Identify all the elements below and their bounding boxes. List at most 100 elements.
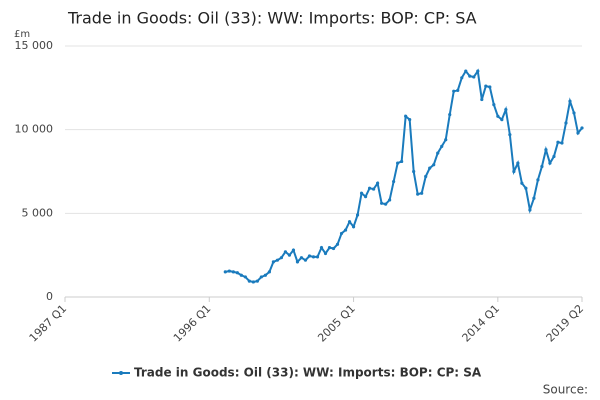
marker bbox=[223, 270, 227, 274]
marker bbox=[436, 151, 440, 155]
marker bbox=[287, 253, 292, 257]
marker bbox=[500, 118, 504, 122]
marker bbox=[339, 231, 344, 236]
marker bbox=[335, 242, 340, 246]
marker bbox=[331, 246, 336, 251]
marker bbox=[259, 275, 263, 279]
marker bbox=[452, 89, 456, 93]
marker bbox=[388, 198, 392, 202]
marker bbox=[576, 131, 580, 135]
marker bbox=[520, 181, 524, 185]
marker bbox=[311, 255, 316, 259]
marker bbox=[295, 260, 300, 264]
marker bbox=[460, 76, 464, 80]
marker bbox=[351, 225, 356, 229]
x-tick-label: 1996 Q1 bbox=[171, 302, 214, 345]
legend-marker bbox=[119, 371, 123, 375]
y-unit: £m bbox=[14, 29, 30, 40]
marker bbox=[420, 191, 424, 195]
marker bbox=[428, 166, 432, 170]
marker bbox=[560, 141, 564, 145]
line bbox=[225, 68, 583, 283]
marker bbox=[347, 220, 352, 224]
marker bbox=[384, 202, 388, 206]
marker bbox=[440, 144, 444, 148]
marker bbox=[279, 256, 284, 260]
marker bbox=[568, 99, 572, 103]
marker bbox=[540, 164, 544, 169]
marker bbox=[371, 187, 376, 191]
marker bbox=[239, 273, 243, 277]
marker bbox=[432, 163, 436, 167]
marker bbox=[355, 213, 360, 217]
marker bbox=[299, 256, 304, 260]
y-tick-label: 5 000 bbox=[22, 206, 54, 219]
marker bbox=[380, 201, 384, 205]
marker bbox=[404, 114, 408, 118]
marker bbox=[476, 69, 480, 73]
marker bbox=[572, 111, 576, 115]
marker bbox=[484, 84, 488, 88]
marker bbox=[231, 270, 235, 274]
source: Source: bbox=[543, 383, 588, 397]
marker bbox=[235, 271, 239, 275]
marker bbox=[291, 248, 296, 252]
marker bbox=[400, 159, 404, 164]
marker bbox=[444, 138, 448, 142]
y-tick-label: 0 bbox=[46, 290, 53, 303]
marker bbox=[267, 270, 271, 274]
marker bbox=[271, 260, 276, 264]
marker bbox=[580, 126, 584, 130]
marker bbox=[508, 133, 512, 137]
marker bbox=[504, 107, 508, 112]
marker bbox=[564, 121, 568, 125]
marker bbox=[255, 279, 259, 283]
y-tick-label: 10 000 bbox=[15, 123, 54, 136]
marker bbox=[448, 113, 452, 117]
marker bbox=[367, 186, 372, 190]
marker bbox=[408, 118, 412, 122]
marker bbox=[548, 161, 552, 165]
marker bbox=[323, 251, 328, 256]
marker bbox=[247, 279, 251, 283]
marker bbox=[532, 196, 536, 200]
marker bbox=[307, 254, 312, 258]
marker bbox=[275, 258, 280, 262]
marker bbox=[416, 192, 420, 196]
legend-label: Trade in Goods: Oil (33): WW: Imports: B… bbox=[134, 366, 482, 380]
marker bbox=[392, 179, 396, 184]
marker bbox=[456, 88, 460, 92]
marker bbox=[227, 269, 231, 273]
marker bbox=[488, 85, 492, 89]
marker bbox=[327, 246, 332, 250]
marker bbox=[303, 258, 308, 262]
chart-title: Trade in Goods: Oil (33): WW: Imports: B… bbox=[67, 9, 477, 28]
marker bbox=[552, 154, 556, 159]
marker bbox=[472, 75, 476, 79]
marker bbox=[376, 181, 380, 185]
marker bbox=[412, 169, 416, 174]
marker bbox=[315, 255, 320, 259]
marker bbox=[359, 191, 364, 195]
marker bbox=[516, 161, 520, 165]
y-tick-label: 15 000 bbox=[15, 39, 54, 52]
marker bbox=[363, 195, 368, 199]
marker bbox=[251, 280, 255, 284]
marker bbox=[243, 275, 247, 279]
marker bbox=[396, 161, 400, 165]
marker bbox=[492, 102, 496, 107]
marker bbox=[512, 169, 516, 174]
x-tick-label: 2019 Q2 bbox=[544, 302, 587, 345]
marker bbox=[536, 178, 540, 182]
marker bbox=[524, 186, 528, 190]
marker bbox=[528, 208, 532, 212]
marker bbox=[468, 74, 472, 78]
marker bbox=[283, 250, 288, 254]
marker bbox=[496, 114, 500, 118]
marker bbox=[464, 69, 468, 73]
x-tick-label: 2014 Q1 bbox=[460, 302, 503, 345]
x-tick-label: 2005 Q1 bbox=[315, 302, 358, 345]
marker bbox=[424, 174, 428, 179]
marker bbox=[480, 97, 484, 102]
